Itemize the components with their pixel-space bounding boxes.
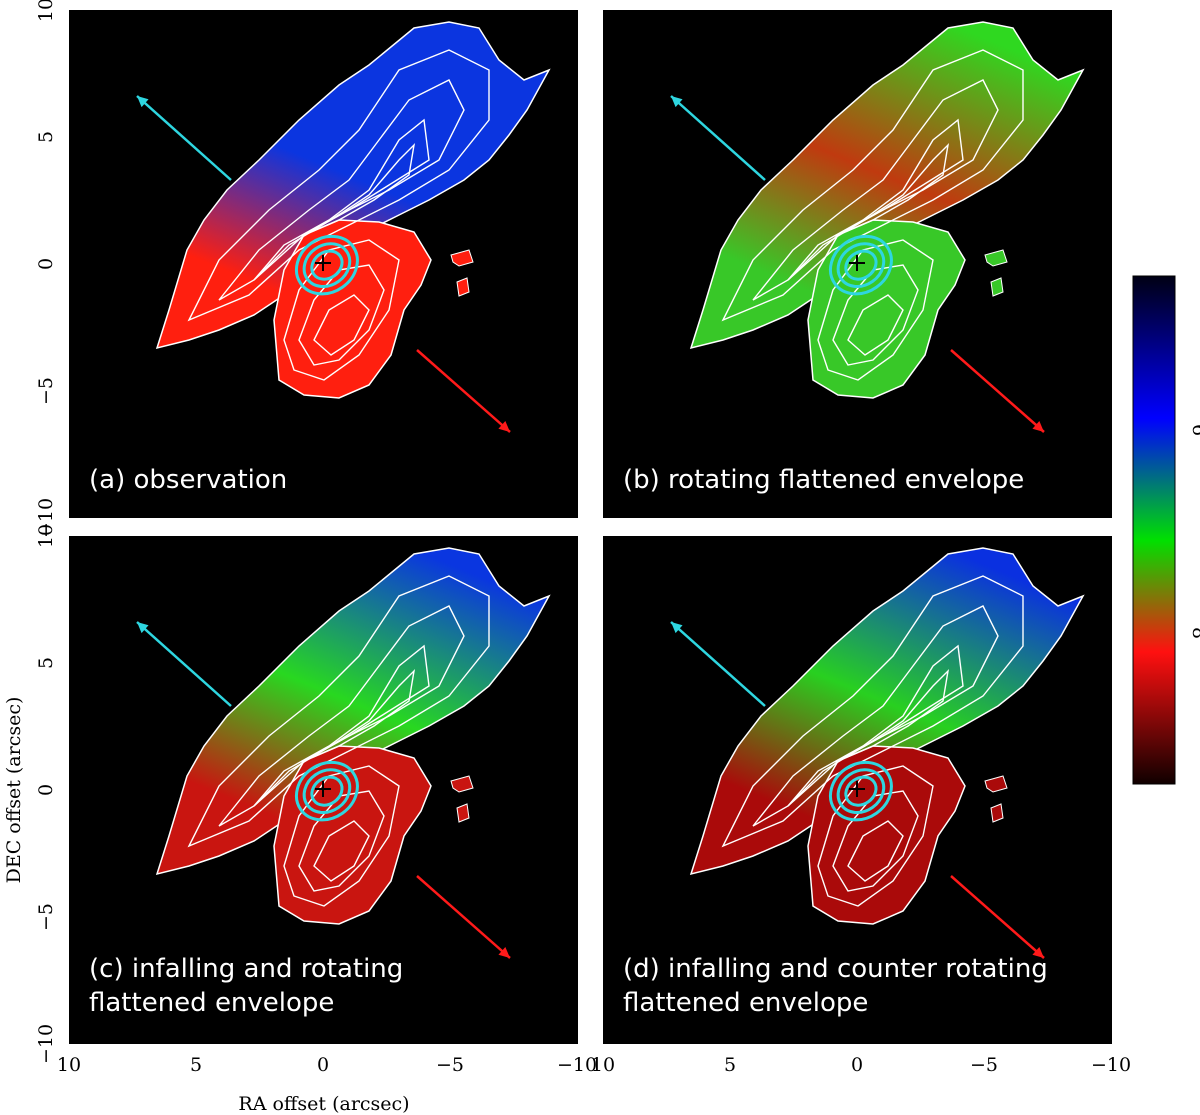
red-outflow-arrow — [416, 875, 511, 959]
intensity-contour-6 — [298, 264, 385, 366]
x-tick-label-2-5: −10 — [1091, 1054, 1131, 1076]
central-contour-3 — [294, 760, 359, 822]
intensity-contour-7 — [313, 294, 370, 356]
red-outflow-arrow — [416, 349, 511, 433]
panel-a-label-line-1: (a) observation — [89, 465, 287, 495]
y-tick-label-1-3: 0 — [35, 258, 57, 270]
intensity-contour-5 — [817, 765, 934, 907]
central-contour-3 — [828, 234, 893, 296]
red-outflow-arrow-head — [1032, 946, 1044, 958]
panel-a: (a) observation — [69, 10, 578, 518]
intensity-contour-6 — [298, 790, 385, 892]
x-axis-title: RA offset (arcsec) — [238, 1093, 409, 1115]
x-tick-label-1-1: 10 — [57, 1054, 81, 1076]
y-tick-label-1-2: −5 — [35, 377, 57, 405]
x-tick-label-2-1: 10 — [591, 1054, 615, 1076]
central-contour-1 — [310, 775, 344, 807]
panel-d-label-line-1: (d) infalling and counter rotating — [623, 954, 1048, 984]
x-tick-label-2-3: 0 — [851, 1054, 863, 1076]
colorbar: 6 8 — [1132, 275, 1200, 785]
emission-blob-2 — [456, 277, 470, 297]
emission-blob-1 — [984, 775, 1008, 793]
panel-c-label-line-2: flattened envelope — [89, 988, 334, 1018]
blue-outflow-arrow — [136, 621, 232, 707]
blue-outflow-arrow — [670, 95, 766, 181]
y-tick-label-2-3: 0 — [35, 784, 57, 796]
emission-blob-2 — [990, 803, 1004, 823]
central-contour-1 — [310, 249, 344, 281]
blue-outflow-arrow-head — [137, 96, 149, 108]
intensity-contour-4 — [303, 142, 416, 236]
intensity-contour-5 — [283, 239, 400, 381]
panel-c: (c) infalling and rotating flattened enve… — [69, 536, 578, 1044]
intensity-contour-7 — [847, 820, 904, 882]
intensity-contour-7 — [313, 820, 370, 882]
intensity-contour-2 — [752, 79, 999, 301]
x-tick-label-1-4: −5 — [436, 1054, 464, 1076]
emission-blob-2 — [990, 277, 1004, 297]
intensity-contour-5 — [283, 765, 400, 907]
intensity-contour-6 — [832, 264, 919, 366]
blue-outflow-arrow-head — [671, 96, 683, 108]
y-tick-label-1-4: 5 — [35, 131, 57, 143]
panel-d-label-line-2: flattened envelope — [623, 988, 868, 1018]
red-outflow-arrow-head — [1032, 420, 1044, 432]
central-contour-2 — [836, 768, 886, 815]
panel-b-label-line-1: (b) rotating flattened envelope — [623, 465, 1024, 495]
emission-blob-1 — [450, 775, 474, 793]
central-contour-2 — [836, 242, 886, 289]
intensity-contour-4 — [837, 668, 950, 762]
panel-d: (d) infalling and counter rotating flatte… — [603, 536, 1112, 1044]
y-tick-label-2-1: −10 — [35, 1024, 57, 1064]
y-tick-label-2-5: 10 — [35, 524, 57, 548]
blue-outflow-arrow-head — [671, 622, 683, 634]
blue-outflow-arrow-head — [137, 622, 149, 634]
emission-blob-2 — [456, 803, 470, 823]
red-outflow-arrow-head — [498, 420, 510, 432]
emission-blob-1 — [450, 249, 474, 267]
y-tick-label-2-2: −5 — [35, 903, 57, 931]
y-tick-label-1-5: 10 — [35, 0, 57, 22]
central-contour-2 — [302, 768, 352, 815]
red-outflow-arrow — [950, 875, 1045, 959]
colorbar-tick-8: 8 — [1188, 627, 1200, 639]
emission-blob-1 — [984, 249, 1008, 267]
central-contour-3 — [294, 234, 359, 296]
intensity-contour-7 — [847, 294, 904, 356]
intensity-contour-2 — [218, 605, 465, 827]
intensity-contour-6 — [832, 790, 919, 892]
red-outflow-arrow — [950, 349, 1045, 433]
y-tick-label-2-4: 5 — [35, 657, 57, 669]
intensity-contour-2 — [752, 605, 999, 827]
panel-c-label-line-1: (c) infalling and rotating — [89, 954, 403, 984]
x-tick-label-2-4: −5 — [970, 1054, 998, 1076]
intensity-contour-4 — [303, 668, 416, 762]
colorbar-gradient — [1132, 275, 1176, 785]
central-contour-1 — [844, 249, 878, 281]
y-axis-title: DEC offset (arcsec) — [3, 697, 25, 884]
x-tick-label-1-5: −10 — [557, 1054, 597, 1076]
central-contour-2 — [302, 242, 352, 289]
central-contour-1 — [844, 775, 878, 807]
colorbar-tick-6: 6 — [1188, 424, 1200, 436]
blue-outflow-arrow — [670, 621, 766, 707]
intensity-contour-2 — [218, 79, 465, 301]
x-tick-label-1-3: 0 — [317, 1054, 329, 1076]
y-tick-label-1-1: −10 — [35, 498, 57, 538]
red-outflow-arrow-head — [498, 946, 510, 958]
intensity-contour-5 — [817, 239, 934, 381]
x-tick-label-2-2: 5 — [724, 1054, 736, 1076]
panel-b: (b) rotating flattened envelope — [603, 10, 1112, 518]
intensity-contour-4 — [837, 142, 950, 236]
x-tick-label-1-2: 5 — [190, 1054, 202, 1076]
central-contour-3 — [828, 760, 893, 822]
blue-outflow-arrow — [136, 95, 232, 181]
